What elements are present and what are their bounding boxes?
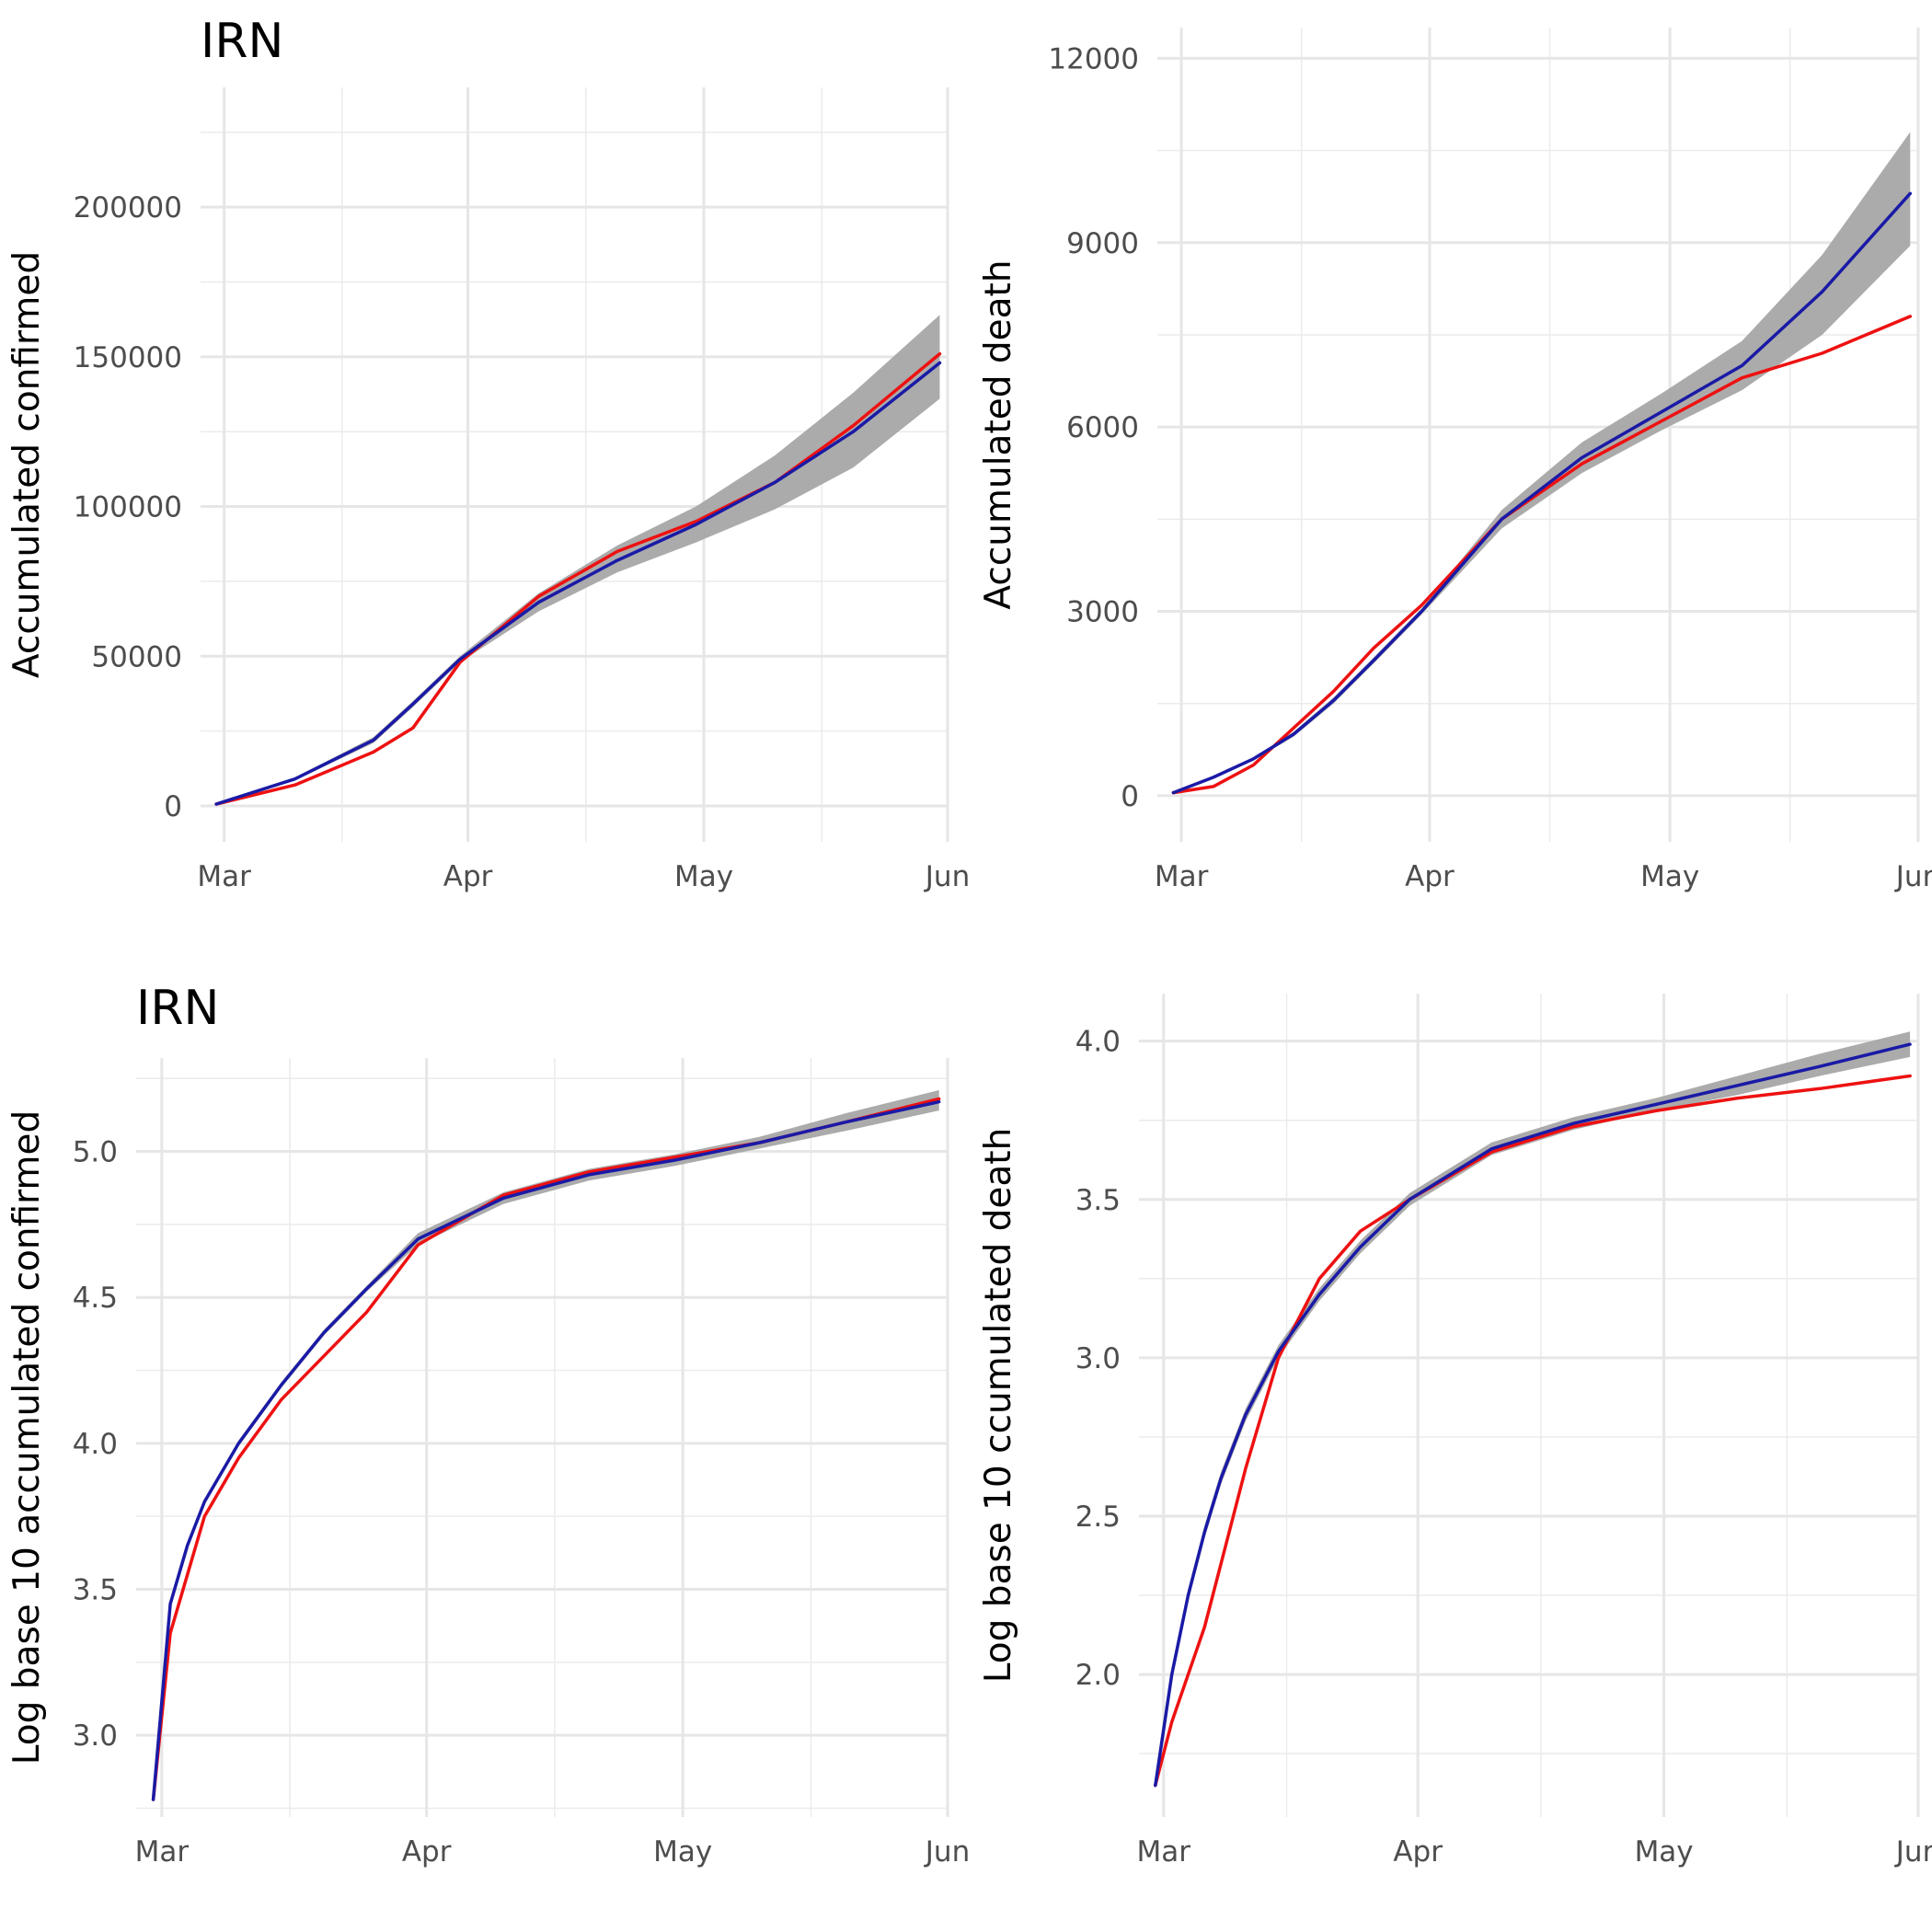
fitted-series-line xyxy=(1154,1042,1912,1788)
y-tick-label: 3000 xyxy=(1066,596,1139,629)
y-axis-title: Log base 10 ccumulated death xyxy=(978,1128,1019,1684)
panel-title: IRN xyxy=(136,981,219,1036)
chart-panel-2: 0 3000 6000 9000 12000 Mar Apr May Jun Accumulate… xyxy=(978,28,1932,893)
observed-series-line xyxy=(151,1097,941,1801)
observed-series-line xyxy=(1171,315,1913,795)
fitted-series-line xyxy=(1171,191,1913,795)
fitted-series-line xyxy=(214,361,942,806)
confidence-band xyxy=(153,1089,939,1803)
x-tick-label: Jun xyxy=(924,860,970,893)
y-tick-label: 0 xyxy=(1121,780,1139,813)
x-tick-label: Apr xyxy=(1393,1835,1443,1869)
x-tick-label: May xyxy=(1640,860,1699,893)
y-tick-label: 0 xyxy=(164,790,182,823)
x-tick-label: Apr xyxy=(443,860,493,893)
x-tick-label: Mar xyxy=(1136,1835,1190,1869)
chart-panel-1: 0 50000 100000 150000 200000 Mar Apr May Jun Accu… xyxy=(6,14,970,893)
x-tick-label: May xyxy=(1635,1835,1694,1869)
x-tick-label: Mar xyxy=(197,860,251,893)
x-tick-label: Mar xyxy=(135,1835,190,1869)
y-tick-label: 2.0 xyxy=(1075,1659,1121,1692)
panel-title: IRN xyxy=(201,14,283,69)
chart-panel-4: 2.0 2.5 3.0 3.5 4.0 Mar Apr May Jun Log base 10 c… xyxy=(978,994,1932,1869)
y-tick-label: 4.0 xyxy=(73,1428,118,1461)
y-tick-label: 50000 xyxy=(91,640,182,673)
x-tick-label: May xyxy=(653,1835,712,1869)
x-tick-label: Jun xyxy=(924,1835,970,1869)
y-tick-label: 4.0 xyxy=(1075,1026,1121,1059)
x-tick-label: Mar xyxy=(1155,860,1209,893)
x-tick-label: Apr xyxy=(1405,860,1455,893)
y-axis-title: Log base 10 accumulated confirmed xyxy=(6,1110,48,1765)
x-tick-label: May xyxy=(674,860,733,893)
y-axis-title: Accumulated death xyxy=(978,259,1019,609)
observed-series-line xyxy=(1154,1074,1912,1788)
y-tick-label: 3.0 xyxy=(1075,1342,1121,1375)
y-axis-title: Accumulated confirmed xyxy=(6,251,48,678)
fitted-series-line xyxy=(151,1099,941,1801)
x-tick-label: Apr xyxy=(402,1835,452,1869)
y-tick-label: 3.0 xyxy=(73,1719,118,1753)
y-tick-label: 6000 xyxy=(1066,411,1139,444)
y-tick-label: 100000 xyxy=(74,491,182,524)
confidence-band xyxy=(1173,132,1911,794)
y-tick-label: 2.5 xyxy=(1075,1501,1121,1534)
chart-panel-3: 3.0 3.5 4.0 4.5 5.0 Mar Apr May Jun Log base 10 a… xyxy=(6,981,970,1869)
y-tick-label: 9000 xyxy=(1066,227,1139,260)
y-tick-label: 200000 xyxy=(74,191,182,224)
observed-series-line xyxy=(214,351,942,806)
x-tick-label: Jun xyxy=(1894,1835,1932,1869)
y-tick-label: 3.5 xyxy=(73,1574,118,1607)
x-tick-label: Jun xyxy=(1894,860,1932,893)
y-tick-label: 150000 xyxy=(74,341,182,374)
y-tick-label: 12000 xyxy=(1048,42,1139,75)
y-tick-label: 5.0 xyxy=(73,1136,118,1169)
y-tick-label: 4.5 xyxy=(73,1282,118,1315)
y-tick-label: 3.5 xyxy=(1075,1184,1121,1217)
